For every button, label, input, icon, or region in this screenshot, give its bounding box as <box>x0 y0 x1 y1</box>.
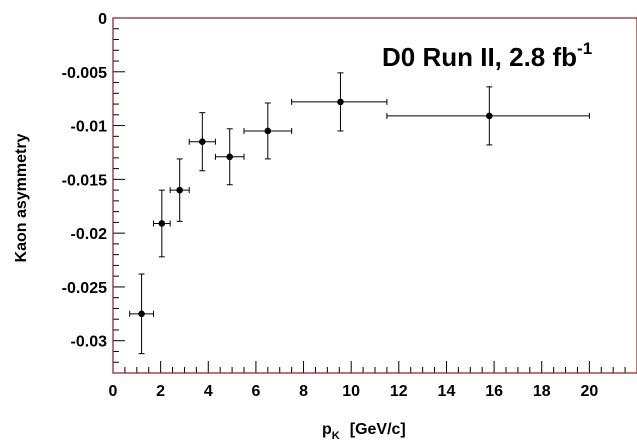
data-point-group <box>291 72 388 132</box>
x-tick-label: 8 <box>299 383 308 400</box>
y-axis-ticks: 0 -0.005 -0.01 -0.015 -0.02 -0.025 -0.03 <box>62 11 125 374</box>
x-tick-label: 0 <box>109 383 118 400</box>
data-point-group <box>188 112 216 172</box>
x-tick-label: 2 <box>156 383 165 400</box>
chart-title: D0 Run II, 2.8 fb-1 <box>382 39 592 72</box>
y-tick-label: -0.02 <box>71 226 108 243</box>
y-tick-label: 0 <box>98 11 107 28</box>
x-tick-label: 14 <box>438 383 456 400</box>
x-tick-label: 18 <box>533 383 551 400</box>
data-point <box>264 127 272 135</box>
chart-title-superscript: -1 <box>577 39 592 58</box>
data-point-group <box>214 128 245 186</box>
data-point <box>486 112 493 120</box>
data-point <box>199 138 206 146</box>
y-tick-label: -0.03 <box>71 334 108 351</box>
y-tick-label: -0.025 <box>62 280 107 297</box>
data-point-group <box>386 86 590 146</box>
data-point <box>337 98 344 106</box>
y-axis-label: Kaon asymmetry <box>13 133 30 262</box>
data-point-group <box>169 158 190 222</box>
x-tick-label: 12 <box>390 383 408 400</box>
x-axis-ticks: 0 2 4 6 8 10 12 14 16 18 20 <box>109 361 626 400</box>
data-point <box>176 186 183 194</box>
data-point-group <box>152 189 171 258</box>
x-tick-label: 10 <box>342 383 360 400</box>
y-tick-label: -0.005 <box>62 65 107 82</box>
x-tick-label: 4 <box>204 383 213 400</box>
chart-title-main: D0 Run II, 2.8 fb <box>382 42 577 72</box>
x-axis-label-unit: [GeV/c] <box>350 421 406 438</box>
x-axis-label-main: p <box>322 421 332 438</box>
x-tick-label: 6 <box>251 383 260 400</box>
data-point-group <box>243 102 293 160</box>
x-tick-label: 16 <box>485 383 503 400</box>
x-tick-label: 20 <box>580 383 598 400</box>
y-tick-label: -0.015 <box>62 172 107 189</box>
data-points <box>129 72 590 355</box>
x-axis-label: pK [GeV/c] <box>322 421 406 442</box>
x-axis-label-subscript: K <box>332 430 340 442</box>
data-point <box>138 310 145 318</box>
data-point-group <box>129 273 154 355</box>
data-point <box>158 220 166 227</box>
y-tick-label: -0.01 <box>71 119 108 136</box>
plot-frame <box>112 17 637 374</box>
data-point <box>226 153 234 161</box>
